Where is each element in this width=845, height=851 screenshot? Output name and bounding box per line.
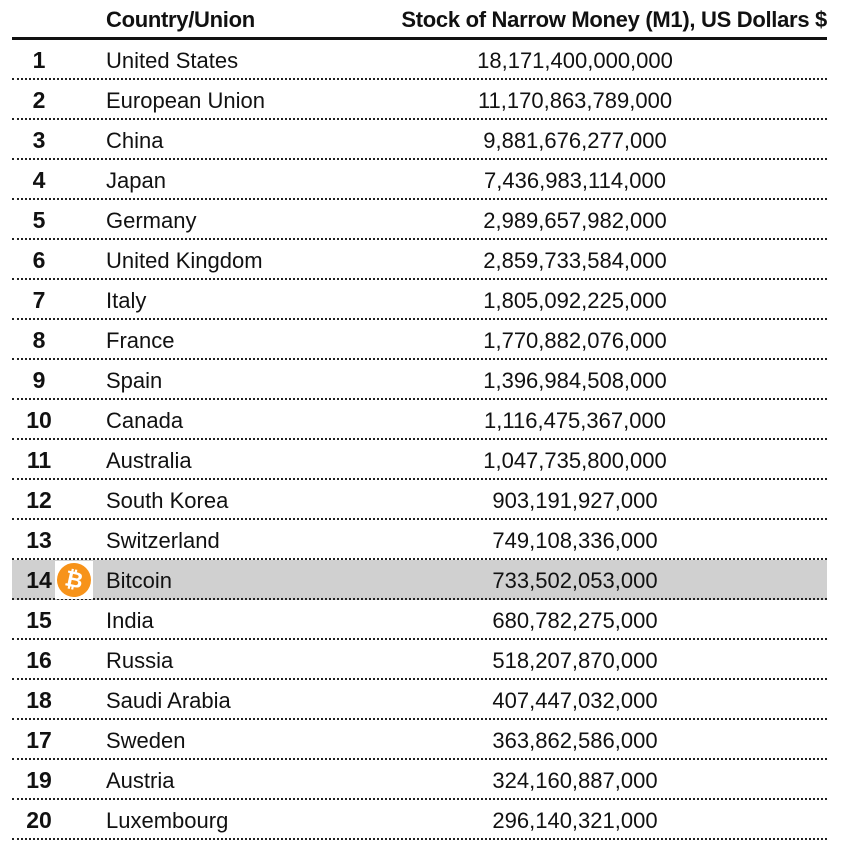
table-row: 9 Spain 1,396,984,508,000 — [12, 360, 827, 400]
header-value: Stock of Narrow Money (M1), US Dollars $ — [401, 7, 827, 32]
country-name: Saudi Arabia — [106, 688, 231, 713]
table-row: 13 Switzerland 749,108,336,000 — [12, 520, 827, 560]
rank: 14 — [26, 567, 52, 593]
country-name: India — [106, 608, 154, 633]
rank: 1 — [32, 47, 46, 73]
country-name: Japan — [106, 168, 166, 193]
m1-value: 296,140,321,000 — [492, 808, 658, 833]
bitcoin-icon: ₿ — [53, 559, 95, 601]
table-row: 10 Canada 1,116,475,367,000 — [12, 400, 827, 440]
m1-value: 7,436,983,114,000 — [484, 168, 666, 193]
country-name: Spain — [106, 368, 163, 393]
m1-value: 18,171,400,000,000 — [477, 48, 673, 73]
table-header: Country/Union Stock of Narrow Money (M1)… — [12, 0, 827, 40]
country-name: Austria — [106, 768, 175, 793]
m1-value: 749,108,336,000 — [492, 528, 658, 553]
m1-value: 1,396,984,508,000 — [483, 368, 667, 393]
country-name: China — [106, 128, 164, 153]
country-name: Switzerland — [106, 528, 220, 553]
header-country: Country/Union — [106, 7, 255, 32]
m1-value: 1,047,735,800,000 — [483, 448, 667, 473]
m1-value: 363,862,586,000 — [492, 728, 658, 753]
table-row: 3 China 9,881,676,277,000 — [12, 120, 827, 160]
table-row: 20 Luxembourg 296,140,321,000 — [12, 800, 827, 840]
table-row: 16 Russia 518,207,870,000 — [12, 640, 827, 680]
rank: 11 — [26, 447, 52, 473]
rank: 6 — [32, 247, 46, 273]
m1-value: 680,782,275,000 — [492, 608, 658, 633]
table-row: 2 European Union 11,170,863,789,000 — [12, 80, 827, 120]
table-row: 18 Saudi Arabia 407,447,032,000 — [12, 680, 827, 720]
table-row: 11 Australia 1,047,735,800,000 — [12, 440, 827, 480]
rank: 9 — [32, 367, 46, 393]
rank: 15 — [26, 607, 52, 633]
m1-value: 407,447,032,000 — [492, 688, 658, 713]
country-name: Australia — [106, 448, 192, 473]
m1-value: 2,859,733,584,000 — [483, 248, 667, 273]
rank: 19 — [26, 767, 52, 793]
table-row: 7 Italy 1,805,092,225,000 — [12, 280, 827, 320]
table-row: 6 United Kingdom 2,859,733,584,000 — [12, 240, 827, 280]
rank: 12 — [26, 487, 52, 513]
m1-value: 1,805,092,225,000 — [483, 288, 667, 313]
table-row: 17 Sweden 363,862,586,000 — [12, 720, 827, 760]
m1-value: 518,207,870,000 — [492, 648, 658, 673]
rank: 5 — [32, 207, 46, 233]
m1-value: 2,989,657,982,000 — [483, 208, 667, 233]
rank: 10 — [26, 407, 52, 433]
country-name: United Kingdom — [106, 248, 263, 273]
table-row: 4 Japan 7,436,983,114,000 — [12, 160, 827, 200]
table-row: 1 United States 18,171,400,000,000 — [12, 40, 827, 80]
table-row: 14 ₿ Bitcoin 733,502,053,000 — [12, 559, 827, 601]
country-name: Sweden — [106, 728, 186, 753]
rank: 8 — [32, 327, 46, 353]
m1-value: 903,191,927,000 — [492, 488, 658, 513]
country-name: Luxembourg — [106, 808, 229, 833]
table-row: 19 Austria 324,160,887,000 — [12, 760, 827, 800]
table-row: 12 South Korea 903,191,927,000 — [12, 480, 827, 520]
m1-value: 9,881,676,277,000 — [483, 128, 667, 153]
m1-value: 733,502,053,000 — [492, 568, 658, 593]
country-name: Germany — [106, 208, 197, 233]
table-row: 15 India 680,782,275,000 — [12, 600, 827, 640]
rank: 7 — [32, 287, 46, 313]
rank: 2 — [32, 87, 46, 113]
rank: 3 — [32, 127, 46, 153]
country-name: South Korea — [106, 488, 229, 513]
m1-value: 1,770,882,076,000 — [483, 328, 667, 353]
rank: 17 — [26, 727, 52, 753]
country-name: European Union — [106, 88, 266, 113]
country-name: Canada — [106, 408, 184, 433]
country-name: United States — [106, 48, 239, 73]
m1-value: 11,170,863,789,000 — [477, 88, 673, 113]
rank: 18 — [26, 687, 52, 713]
m1-ranking-table: Country/Union Stock of Narrow Money (M1)… — [12, 0, 827, 840]
country-name: France — [106, 328, 175, 353]
rank: 13 — [26, 527, 52, 553]
country-name: Italy — [106, 288, 147, 313]
m1-value: 324,160,887,000 — [492, 768, 658, 793]
table-row: 5 Germany 2,989,657,982,000 — [12, 200, 827, 240]
table-row: 8 France 1,770,882,076,000 — [12, 320, 827, 360]
country-name: Russia — [106, 648, 174, 673]
m1-value: 1,116,475,367,000 — [484, 408, 666, 433]
rank: 16 — [26, 647, 52, 673]
rank: 20 — [26, 807, 52, 833]
rank: 4 — [32, 167, 46, 193]
country-name: Bitcoin — [106, 568, 173, 593]
